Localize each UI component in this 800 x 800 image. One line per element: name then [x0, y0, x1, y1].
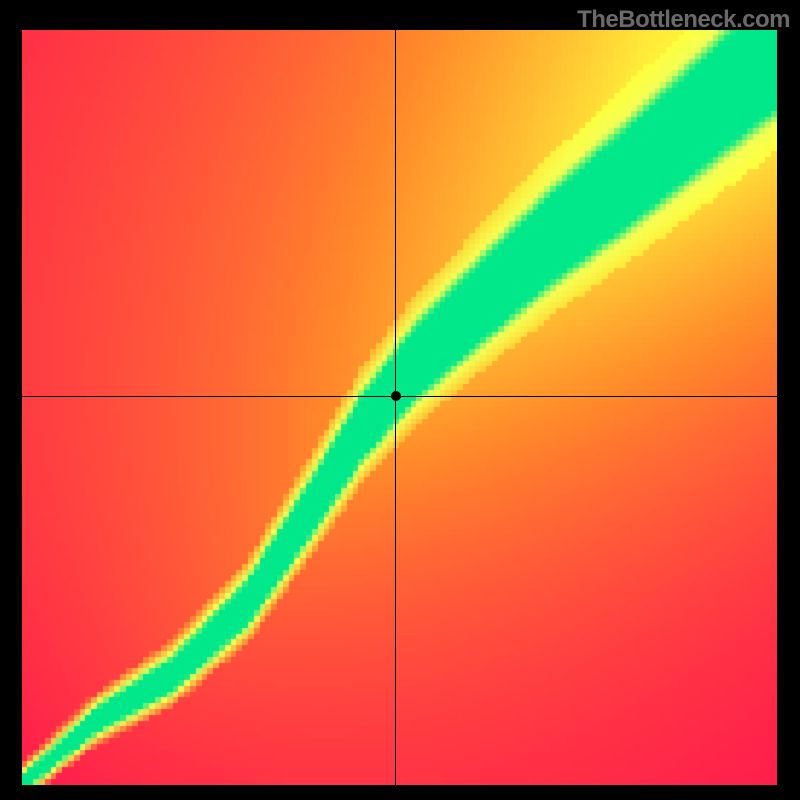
- watermark-text: TheBottleneck.com: [577, 6, 790, 34]
- plot-area: [22, 30, 777, 785]
- crosshair-vertical: [395, 30, 396, 785]
- heatmap-canvas: [22, 30, 777, 785]
- chart-container: TheBottleneck.com: [0, 0, 800, 800]
- data-point-marker: [391, 391, 401, 401]
